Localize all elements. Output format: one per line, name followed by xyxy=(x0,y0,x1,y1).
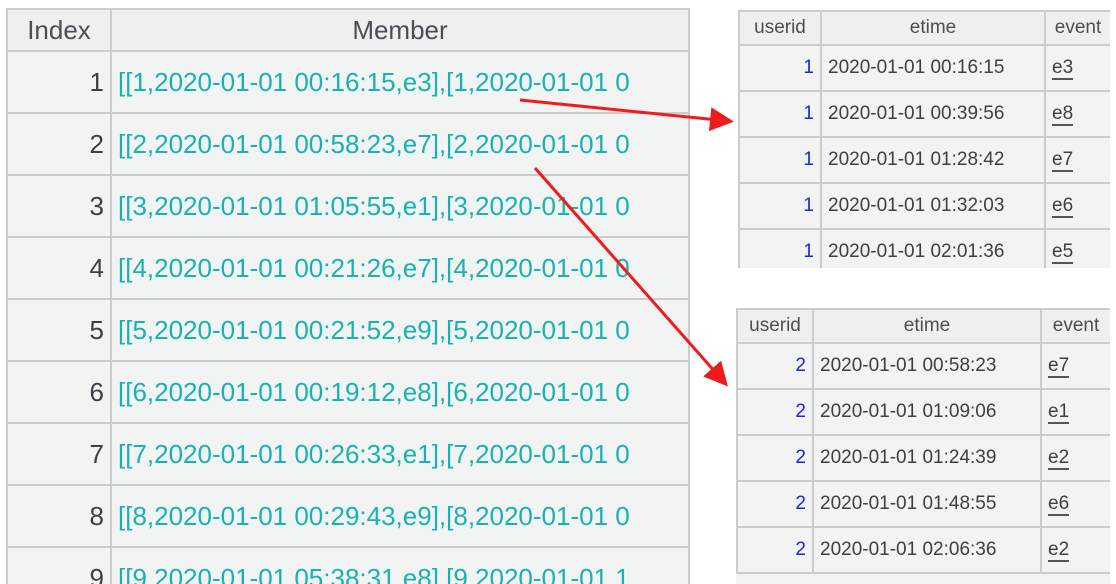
row-member-link[interactable]: [[7,2020-01-01 00:26:33,e1],[7,2020-01-0… xyxy=(110,422,690,486)
etime-cell: 2020-01-01 01:24:39 xyxy=(812,434,1042,482)
event-link[interactable]: e3 xyxy=(1052,57,1074,80)
etime-cell: 2020-01-01 00:58:23 xyxy=(812,342,1042,390)
detail-table-user-2: userid etime event 2 2020-01-01 00:58:23 e… xyxy=(736,308,1110,584)
table-row[interactable]: 5 [[5,2020-01-01 00:21:52,e9],[5,2020-01-… xyxy=(6,298,690,362)
column-header-userid[interactable]: userid xyxy=(738,10,822,46)
table-row[interactable]: 1 2020-01-01 01:28:42 e7 xyxy=(738,136,1110,184)
event-link[interactable]: e6 xyxy=(1052,195,1074,218)
table-row[interactable]: 2 2020-01-01 01:09:06 e1 xyxy=(736,388,1110,436)
table-row[interactable]: 7 [[7,2020-01-01 00:26:33,e1],[7,2020-01-… xyxy=(6,422,690,486)
row-member-link[interactable]: [[5,2020-01-01 00:21:52,e9],[5,2020-01-0… xyxy=(110,298,690,362)
table-row[interactable]: 2 [[2,2020-01-01 00:58:23,e7],[2,2020-01-… xyxy=(6,112,690,176)
event-cell: e1 xyxy=(1040,388,1110,436)
event-cell: e7 xyxy=(1044,136,1110,184)
event-cell: e5 xyxy=(1044,228,1110,268)
row-index: 3 xyxy=(6,174,112,238)
row-index: 6 xyxy=(6,360,112,424)
event-cell: e3 xyxy=(1044,44,1110,92)
row-member-link[interactable]: [[4,2020-01-01 00:21:26,e7],[4,2020-01-0… xyxy=(110,236,690,300)
row-member-link[interactable]: [[3,2020-01-01 01:05:55,e1],[3,2020-01-0… xyxy=(110,174,690,238)
column-header-event[interactable]: event xyxy=(1040,308,1110,344)
row-member-link[interactable]: [[8,2020-01-01 00:29:43,e9],[8,2020-01-0… xyxy=(110,484,690,548)
etime-cell: 2020-01-01 01:28:42 xyxy=(820,136,1046,184)
row-member-link[interactable]: [[6,2020-01-01 00:19:12,e8],[6,2020-01-0… xyxy=(110,360,690,424)
table-row[interactable]: 2 2020-01-01 01:24:39 e2 xyxy=(736,434,1110,482)
event-cell: e6 xyxy=(1044,182,1110,230)
etime-cell: 2020-01-01 02:06:36 xyxy=(812,526,1042,574)
table-row[interactable]: 4 [[4,2020-01-01 00:21:26,e7],[4,2020-01-… xyxy=(6,236,690,300)
userid-cell: 2 xyxy=(736,526,814,574)
userid-cell: 2 xyxy=(736,434,814,482)
table-row[interactable]: 1 2020-01-01 01:32:03 e6 xyxy=(738,182,1110,230)
row-member-link[interactable]: [[1,2020-01-01 00:16:15,e3],[1,2020-01-0… xyxy=(110,50,690,114)
row-index: 2 xyxy=(6,112,112,176)
event-link[interactable]: e6 xyxy=(1048,493,1070,516)
table-row[interactable]: 1 2020-01-01 02:01:36 e5 xyxy=(738,228,1110,268)
table-row[interactable]: 8 [[8,2020-01-01 00:29:43,e9],[8,2020-01-… xyxy=(6,484,690,548)
userid-cell: 2 xyxy=(736,342,814,390)
event-cell: e7 xyxy=(1040,342,1110,390)
arrow-to-user-1-table xyxy=(519,98,734,132)
etime-cell: 2020-01-01 01:09:06 xyxy=(812,388,1042,436)
table-row[interactable]: 1 [[1,2020-01-01 00:16:15,e3],[1,2020-01-… xyxy=(6,50,690,114)
row-index: 5 xyxy=(6,298,112,362)
userid-cell: 1 xyxy=(738,182,822,230)
table-row[interactable]: 2 2020-01-01 02:06:36 e2 xyxy=(736,526,1110,574)
etime-cell: 2020-01-01 00:39:56 xyxy=(820,90,1046,138)
event-cell: e6 xyxy=(1040,480,1110,528)
row-index: 1 xyxy=(6,50,112,114)
column-header-index[interactable]: Index xyxy=(6,8,112,52)
event-cell: e8 xyxy=(1044,90,1110,138)
row-index: 4 xyxy=(6,236,112,300)
event-link[interactable]: e7 xyxy=(1052,149,1074,172)
etime-cell: 2020-01-01 02:01:36 xyxy=(820,228,1046,268)
etime-cell: 2020-01-01 01:32:03 xyxy=(820,182,1046,230)
row-index: 8 xyxy=(6,484,112,548)
column-header-etime[interactable]: etime xyxy=(812,308,1042,344)
event-link[interactable]: e5 xyxy=(1052,241,1074,264)
event-link[interactable]: e2 xyxy=(1048,447,1070,470)
column-header-event[interactable]: event xyxy=(1044,10,1110,46)
table-row[interactable]: 2 2020-01-01 01:48:55 e6 xyxy=(736,480,1110,528)
table-row[interactable]: 1 2020-01-01 00:16:15 e3 xyxy=(738,44,1110,92)
userid-cell: 1 xyxy=(738,90,822,138)
event-link[interactable]: e8 xyxy=(1052,103,1074,126)
userid-cell: 1 xyxy=(738,44,822,92)
column-header-member[interactable]: Member xyxy=(110,8,690,52)
userid-cell: 2 xyxy=(736,480,814,528)
event-link[interactable]: e7 xyxy=(1048,355,1070,378)
table-row[interactable]: 9 [[9,2020-01-01 05:38:31,e8],[9,2020-01-… xyxy=(6,546,690,584)
detail-table-user-1: userid etime event 1 2020-01-01 00:16:15 e… xyxy=(738,10,1110,268)
column-header-etime[interactable]: etime xyxy=(820,10,1046,46)
row-index: 7 xyxy=(6,422,112,486)
event-cell: e2 xyxy=(1040,526,1110,574)
etime-cell: 2020-01-01 00:16:15 xyxy=(820,44,1046,92)
arrow-to-user-2-table xyxy=(533,167,728,387)
main-table: Index Member 1 [[1,2020-01-01 00:16:15,e3… xyxy=(6,8,690,584)
table-row[interactable]: 2 2020-01-01 00:58:23 e7 xyxy=(736,342,1110,390)
row-member-link[interactable]: [[9,2020-01-01 05:38:31,e8],[9,2020-01-0… xyxy=(110,546,690,584)
userid-cell: 2 xyxy=(736,388,814,436)
event-cell: e2 xyxy=(1040,434,1110,482)
row-member-link[interactable]: [[2,2020-01-01 00:58:23,e7],[2,2020-01-0… xyxy=(110,112,690,176)
userid-cell: 1 xyxy=(738,136,822,184)
column-header-userid[interactable]: userid xyxy=(736,308,814,344)
table-row[interactable]: 6 [[6,2020-01-01 00:19:12,e8],[6,2020-01-… xyxy=(6,360,690,424)
table-row[interactable]: 1 2020-01-01 00:39:56 e8 xyxy=(738,90,1110,138)
etime-cell: 2020-01-01 01:48:55 xyxy=(812,480,1042,528)
row-index: 9 xyxy=(6,546,112,584)
event-link[interactable]: e2 xyxy=(1048,539,1070,562)
event-link[interactable]: e1 xyxy=(1048,401,1070,424)
table-row[interactable]: 3 [[3,2020-01-01 01:05:55,e1],[3,2020-01-… xyxy=(6,174,690,238)
userid-cell: 1 xyxy=(738,228,822,268)
